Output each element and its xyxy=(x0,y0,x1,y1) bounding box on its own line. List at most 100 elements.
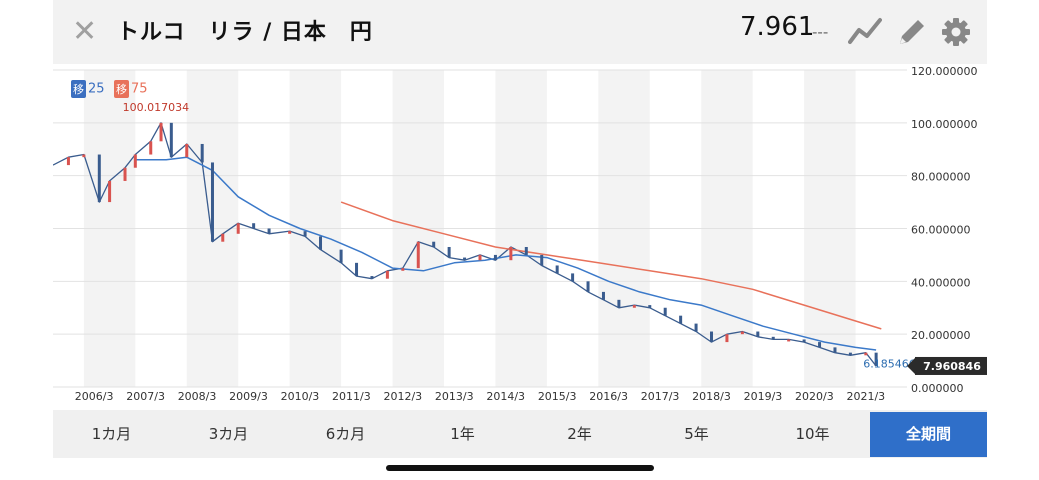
price-candle xyxy=(210,162,214,242)
price-candle xyxy=(319,236,323,250)
tab-5-years[interactable]: 5年 xyxy=(684,425,709,443)
price-candle xyxy=(874,352,878,366)
price-candle xyxy=(432,241,436,247)
tab-2-years[interactable]: 2年 xyxy=(567,425,592,443)
price-candle xyxy=(787,339,791,342)
x-tick-label: 2010/3 xyxy=(281,390,320,403)
current-price: 7.961 xyxy=(740,12,815,42)
price-candle xyxy=(385,270,389,279)
y-tick-label: 60.000000 xyxy=(911,224,971,237)
price-candle xyxy=(555,265,559,274)
price-candle xyxy=(632,305,636,308)
price-candle xyxy=(740,331,744,335)
ma-short-label: 25 xyxy=(88,81,105,97)
pencil-icon[interactable] xyxy=(894,14,928,50)
price-candle xyxy=(108,180,112,203)
x-tick-label: 2020/3 xyxy=(795,390,834,403)
price-candle xyxy=(159,122,163,142)
ma-long-legend: 移 75 xyxy=(114,80,148,98)
x-tick-label: 2016/3 xyxy=(589,390,628,403)
home-indicator xyxy=(386,465,654,471)
tab-all-period[interactable]: 全期間 xyxy=(870,412,987,457)
price-candle xyxy=(524,246,528,255)
x-tick-label: 2009/3 xyxy=(229,390,268,403)
price-candle xyxy=(355,262,359,277)
x-tick-label: 2021/3 xyxy=(846,390,885,403)
ma-short-badge: 移 xyxy=(71,80,86,98)
price-candle xyxy=(848,352,852,356)
price-candle xyxy=(663,307,667,316)
tab-1-month[interactable]: 1カ月 xyxy=(91,425,132,443)
price-candle xyxy=(540,254,544,266)
pair-title: トルコ リラ / 日本 円 xyxy=(117,20,373,45)
price-candle xyxy=(586,281,590,292)
price-candle xyxy=(679,315,683,324)
price-candle xyxy=(864,352,868,356)
price-candle xyxy=(123,167,127,181)
ma-long-label: 75 xyxy=(131,81,148,97)
price-candle xyxy=(617,299,621,308)
x-tick-label: 2006/3 xyxy=(75,390,114,403)
price-candle xyxy=(818,342,822,348)
y-tick-label: 120.000000 xyxy=(911,65,977,78)
price-candle xyxy=(97,154,101,203)
price-candle xyxy=(601,291,605,300)
price-chart[interactable]: 120.000000 100.000000 80.000000 60.000000 40… xyxy=(52,64,989,410)
gear-icon[interactable] xyxy=(939,14,973,50)
tab-6-months[interactable]: 6カ月 xyxy=(325,425,366,443)
price-candle xyxy=(447,246,451,258)
x-tick-label: 2018/3 xyxy=(692,390,731,403)
price-candle xyxy=(169,122,173,158)
price-candle xyxy=(571,273,575,282)
price-candle xyxy=(416,241,420,269)
chart-area[interactable]: 120.000000 100.000000 80.000000 60.000000 40… xyxy=(52,64,989,410)
ma-long-badge: 移 xyxy=(114,80,129,98)
series-ma25 xyxy=(135,156,877,351)
x-tick-label: 2013/3 xyxy=(435,390,474,403)
price-candle xyxy=(478,254,482,261)
price-candle xyxy=(303,231,307,237)
x-tick-label: 2015/3 xyxy=(538,390,577,403)
y-tick-label: 80.000000 xyxy=(911,171,971,184)
price-candle xyxy=(267,228,271,234)
price-candle xyxy=(252,223,256,229)
y-tick-label: 100.000000 xyxy=(911,118,977,131)
x-tick-label: 2011/3 xyxy=(332,390,371,403)
ma-short-legend: 移 25 xyxy=(71,80,105,98)
y-tick-label: 20.000000 xyxy=(911,329,971,342)
price-candle xyxy=(833,347,837,353)
price-candle xyxy=(236,223,240,234)
tab-1-year[interactable]: 1年 xyxy=(450,425,475,443)
price-candle xyxy=(370,276,374,279)
price-candle xyxy=(493,254,497,261)
tab-10-years[interactable]: 10年 xyxy=(795,425,830,443)
x-tick-label: 2012/3 xyxy=(383,390,422,403)
x-tick-label: 2017/3 xyxy=(641,390,680,403)
close-icon[interactable]: ✕ xyxy=(72,14,98,49)
price-candle xyxy=(133,154,137,168)
price-candle xyxy=(802,339,806,343)
price-candle xyxy=(339,249,343,263)
current-price-pointer xyxy=(907,357,915,374)
price-candle xyxy=(648,305,652,308)
period-tabs: 1カ月 3カ月 6カ月 1年 2年 5年 10年 全期間 xyxy=(53,412,987,457)
y-tick-label: 40.000000 xyxy=(911,276,971,289)
chart-type-icon[interactable] xyxy=(848,14,882,50)
current-price-tag xyxy=(915,356,989,375)
price-candle xyxy=(694,323,698,332)
price-candle xyxy=(288,231,292,234)
x-tick-label: 2007/3 xyxy=(126,390,165,403)
tab-3-months[interactable]: 3カ月 xyxy=(208,425,249,443)
price-candle xyxy=(725,334,729,343)
price-change: --- xyxy=(812,23,829,41)
price-candle xyxy=(509,246,513,261)
price-candle xyxy=(463,257,467,261)
price-candle xyxy=(221,233,225,242)
price-candle xyxy=(401,268,405,271)
x-tick-label: 2008/3 xyxy=(178,390,217,403)
series-price xyxy=(52,122,877,367)
price-candle xyxy=(710,331,714,343)
y-tick-label: 0.000000 xyxy=(911,382,964,395)
price-candle xyxy=(82,154,86,158)
price-candle xyxy=(149,141,153,155)
